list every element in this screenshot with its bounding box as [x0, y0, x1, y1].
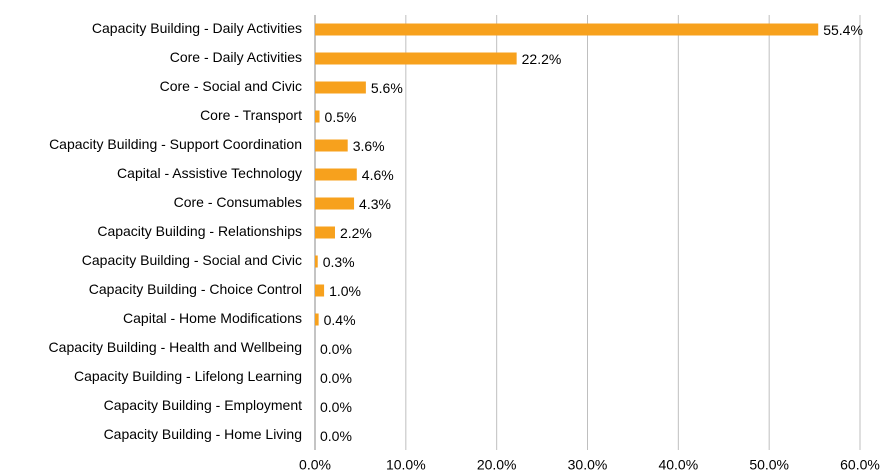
y-tick-label: Capacity Building - Lifelong Learning	[74, 368, 302, 384]
x-tick-label: 60.0%	[840, 457, 880, 473]
y-tick-label: Capacity Building - Employment	[104, 397, 303, 413]
y-tick-label: Capital - Assistive Technology	[117, 165, 302, 181]
y-tick-label: Capacity Building - Daily Activities	[92, 20, 302, 36]
y-tick-label: Core - Daily Activities	[170, 49, 302, 65]
value-label: 55.4%	[823, 22, 863, 38]
value-label: 0.0%	[320, 370, 352, 386]
bar	[315, 110, 320, 123]
value-label: 5.6%	[371, 80, 403, 96]
y-tick-label: Capital - Home Modifications	[123, 310, 302, 326]
x-tick-label: 0.0%	[299, 457, 331, 473]
bar	[315, 52, 517, 65]
y-tick-label: Capacity Building - Support Coordination	[49, 136, 302, 152]
bar	[315, 197, 355, 210]
value-label: 0.0%	[320, 428, 352, 444]
value-label: 0.0%	[320, 341, 352, 357]
y-tick-label: Capacity Building - Health and Wellbeing	[49, 339, 302, 355]
value-label: 22.2%	[522, 51, 562, 67]
value-label: 3.6%	[353, 138, 385, 154]
value-label: 2.2%	[340, 225, 372, 241]
bar	[315, 23, 819, 36]
y-tick-label: Capacity Building - Choice Control	[89, 281, 302, 297]
value-label: 0.0%	[320, 399, 352, 415]
y-tick-label: Capacity Building - Relationships	[97, 223, 302, 239]
value-label: 4.3%	[359, 196, 391, 212]
bar	[315, 139, 348, 152]
value-label: 1.0%	[329, 283, 361, 299]
bar	[315, 81, 366, 94]
bar	[315, 168, 357, 181]
x-tick-label: 10.0%	[386, 457, 426, 473]
x-tick-label: 30.0%	[568, 457, 608, 473]
bar	[315, 255, 318, 268]
y-tick-label: Capacity Building - Social and Civic	[82, 252, 302, 268]
x-tick-label: 20.0%	[477, 457, 517, 473]
value-label: 0.3%	[323, 254, 355, 270]
y-tick-label: Core - Social and Civic	[160, 78, 302, 94]
bar	[315, 226, 335, 239]
value-label: 0.5%	[325, 109, 357, 125]
x-tick-label: 40.0%	[658, 457, 698, 473]
y-tick-label: Core - Consumables	[174, 194, 302, 210]
bar	[315, 313, 319, 326]
bar	[315, 284, 325, 297]
y-tick-label: Core - Transport	[200, 107, 302, 123]
value-label: 4.6%	[362, 167, 394, 183]
x-tick-label: 50.0%	[749, 457, 789, 473]
value-label: 0.4%	[324, 312, 356, 328]
y-tick-label: Capacity Building - Home Living	[104, 426, 302, 442]
